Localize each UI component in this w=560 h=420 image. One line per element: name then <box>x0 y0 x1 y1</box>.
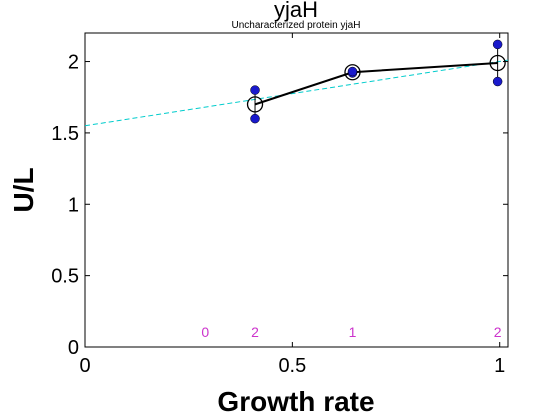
mean-point <box>344 64 361 81</box>
data-point <box>250 113 260 124</box>
plot-area <box>84 32 509 348</box>
count-label: 0 <box>201 324 209 340</box>
y-tick-label: 0.5 <box>51 266 79 288</box>
mean-point <box>489 54 506 72</box>
y-tick-label: 0 <box>68 337 79 359</box>
x-axis-label: Growth rate <box>217 386 374 417</box>
count-label: 1 <box>349 324 357 340</box>
x-tick-label: 0 <box>79 355 90 377</box>
data-point <box>492 39 503 50</box>
x-tick-label: 0.5 <box>278 355 306 377</box>
x-tick-label: 1 <box>494 355 505 377</box>
fit-line <box>84 59 509 127</box>
y-tick-label: 2 <box>68 52 79 74</box>
chart-title: yjaH <box>274 0 318 22</box>
fit-line-layer <box>84 59 509 127</box>
x-axis-ticks: 0 0.5 1 <box>79 33 505 377</box>
data-point <box>250 85 260 95</box>
count-label-layer: 0 2 1 2 <box>201 324 501 340</box>
data-point <box>347 66 358 77</box>
y-tick-label: 1 <box>68 194 79 216</box>
count-label: 2 <box>251 324 259 340</box>
mean-point <box>246 96 264 113</box>
point-layer <box>246 39 506 124</box>
data-point <box>492 76 503 87</box>
chart-subtitle: Uncharacterized protein yjaH <box>232 20 361 31</box>
y-tick-label: 1.5 <box>51 123 79 145</box>
count-label: 2 <box>494 324 502 340</box>
y-axis-label: U/L <box>8 167 39 212</box>
y-axis-ticks: 0 0.5 1 1.5 2 <box>51 52 508 359</box>
